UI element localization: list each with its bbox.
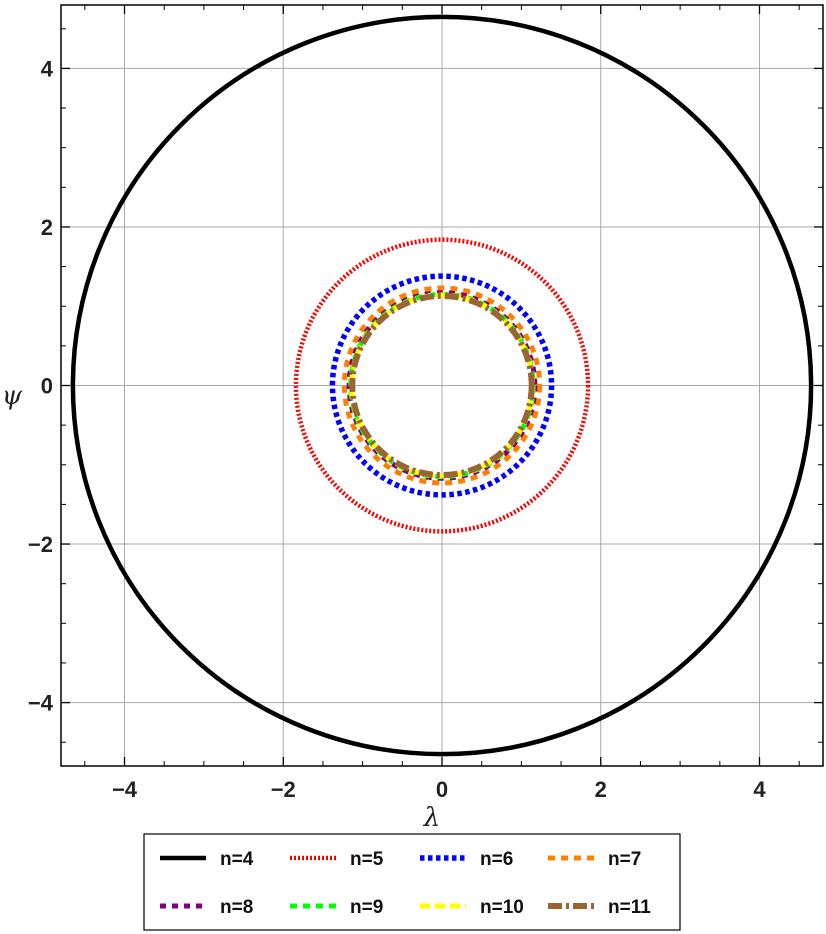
x-tick-label: 0: [436, 777, 448, 802]
legend-label: n=5: [350, 849, 384, 870]
x-axis-title: λ: [423, 803, 440, 833]
y-axis-title: ψ: [2, 381, 23, 411]
minor-ticks: [61, 5, 823, 766]
series-curve-n-11: [349, 292, 535, 479]
series-curve-n-4: [70, 14, 814, 757]
legend: n=4 n=5 n=6 n=7 n=8 n=9 n=10 n=11: [143, 833, 681, 931]
series-curve-n-6: [329, 273, 555, 498]
legend-label: n=6: [480, 849, 513, 870]
x-tick-label: −4: [112, 777, 138, 802]
legend-label: n=11: [608, 897, 651, 918]
y-tick-label: 4: [41, 56, 54, 81]
legend-box: [143, 833, 681, 931]
x-tick-label: 4: [753, 777, 766, 802]
series-curve-n-7: [341, 285, 543, 486]
legend-label: n=4: [220, 849, 254, 870]
curves: [70, 14, 814, 757]
y-tick-label: −2: [28, 532, 53, 557]
x-tick-label: −2: [271, 777, 296, 802]
legend-label: n=9: [350, 897, 383, 918]
legend-label: n=7: [608, 849, 641, 870]
tick-labels: −4 −2 0 2 4 −4 −2 0 2 4: [28, 56, 766, 802]
grid: [61, 5, 823, 766]
x-tick-label: 2: [595, 777, 607, 802]
legend-label: n=10: [480, 897, 524, 918]
legend-label: n=8: [220, 897, 253, 918]
y-tick-label: 2: [41, 215, 53, 240]
y-tick-label: 0: [41, 374, 53, 399]
y-tick-label: −4: [28, 691, 54, 716]
series-curve-n-5: [293, 237, 591, 534]
